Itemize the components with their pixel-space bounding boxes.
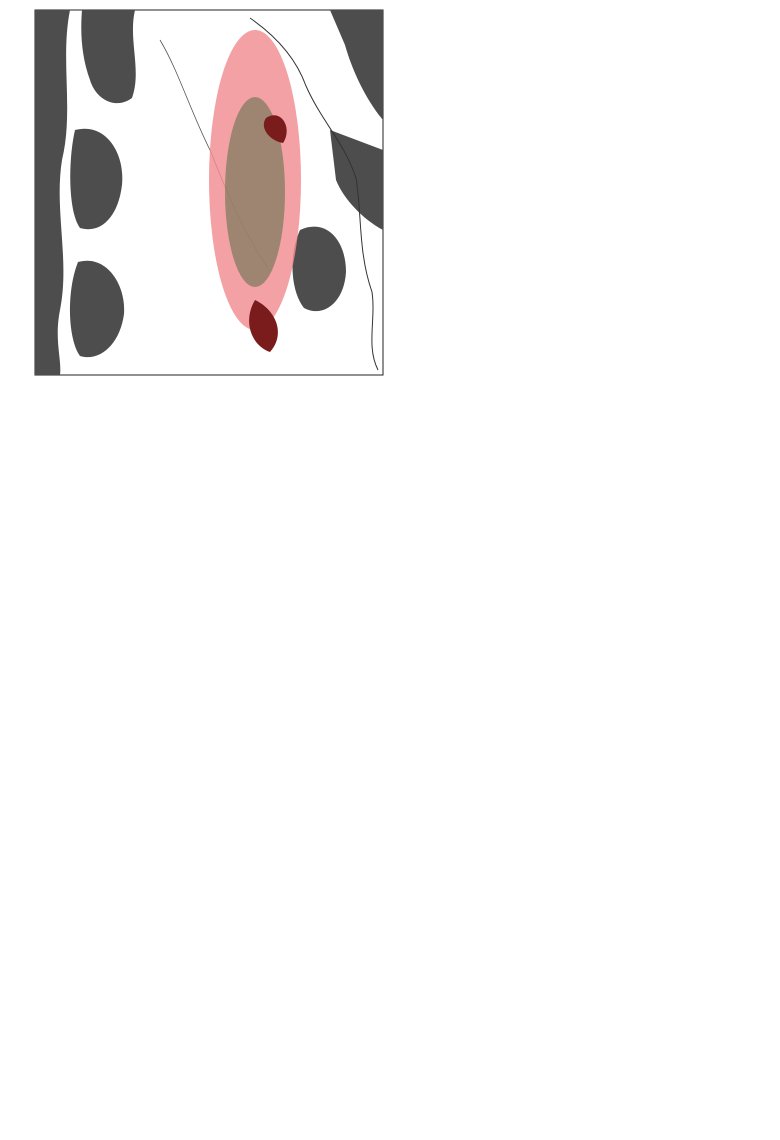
map-a-range-overlap	[225, 97, 285, 287]
map-a-range-e	[249, 300, 278, 352]
map-a	[34, 9, 384, 376]
